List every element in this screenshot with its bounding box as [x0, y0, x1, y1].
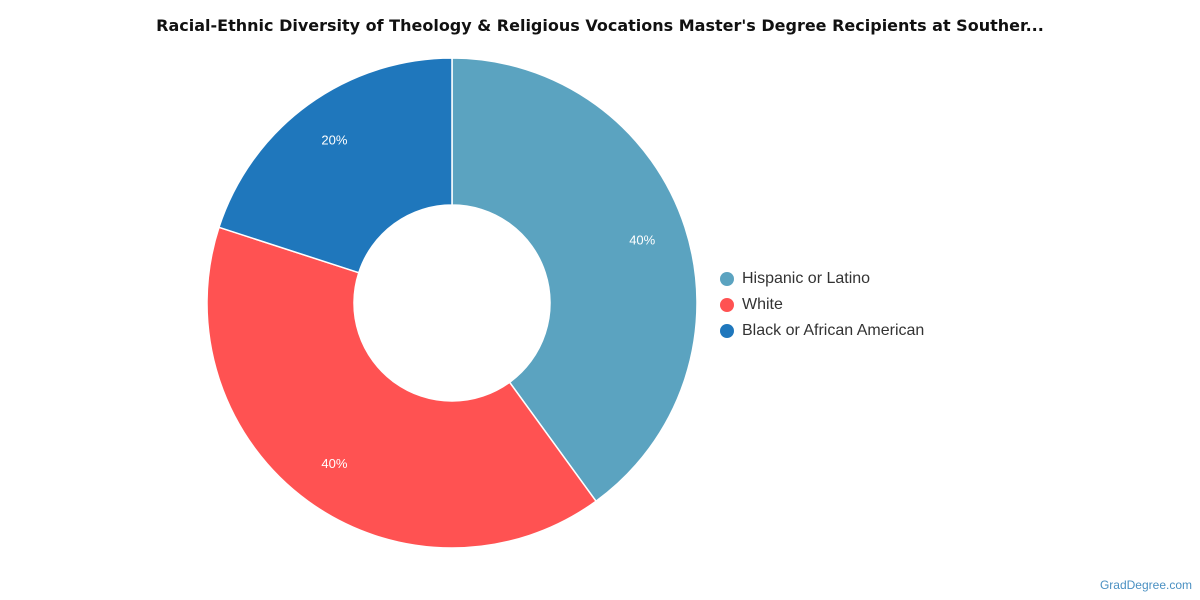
legend-swatch — [720, 272, 734, 286]
legend-item-hispanic-or-latino[interactable]: Hispanic or Latino — [720, 266, 924, 292]
legend-label: Hispanic or Latino — [742, 270, 871, 287]
legend-label: White — [742, 296, 783, 313]
legend-swatch — [720, 324, 734, 338]
slice-hispanic-or-latino[interactable] — [451, 57, 698, 503]
legend-item-black-or-african-american[interactable]: Black or African American — [720, 318, 924, 344]
slice-label-black-or-african-american: 20% — [321, 133, 347, 148]
legend-label: Black or African American — [742, 322, 925, 339]
chart-title: Racial-Ethnic Diversity of Theology & Re… — [156, 16, 1044, 35]
slice-white[interactable] — [206, 226, 598, 549]
watermark-link[interactable]: GradDegree.com — [1099, 578, 1192, 592]
slice-label-white: 40% — [321, 456, 347, 471]
slice-label-hispanic-or-latino: 40% — [629, 233, 655, 248]
legend-item-white[interactable]: White — [720, 292, 924, 318]
legend: Hispanic or Latino White Black or Africa… — [720, 266, 924, 344]
donut-slices — [206, 57, 698, 549]
slice-labels: 40% 40% 20% — [321, 133, 655, 472]
slice-black-or-african-american[interactable] — [218, 57, 453, 274]
legend-swatch — [720, 298, 734, 312]
